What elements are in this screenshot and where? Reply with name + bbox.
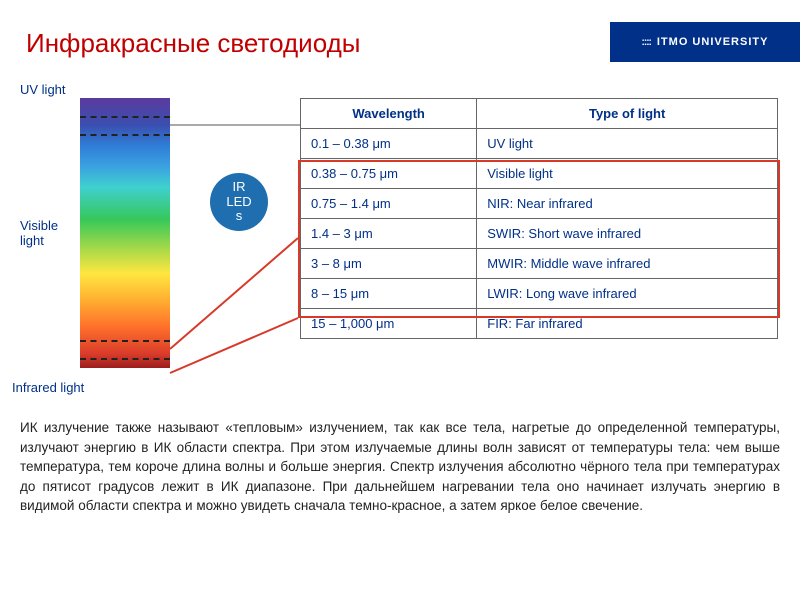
ir-led-circle: IR LED s [210, 173, 268, 231]
table-row: 0.75 – 1.4 μm NIR: Near infrared [301, 189, 778, 219]
table-header-row: Wavelength Type of light [301, 99, 778, 129]
table-row: 8 – 15 μm LWIR: Long wave infrared [301, 279, 778, 309]
wavelength-table-wrap: Wavelength Type of light 0.1 – 0.38 μm U… [300, 98, 778, 339]
ir-led-label: IR LED s [226, 180, 251, 225]
label-uv: UV light [20, 82, 66, 97]
cell-wavelength: 0.38 – 0.75 μm [301, 159, 477, 189]
spectrum-bar [80, 98, 170, 368]
col-wavelength: Wavelength [301, 99, 477, 129]
brand-text: ITMO UNIVERSITY [657, 36, 769, 48]
table-row: 0.1 – 0.38 μm UV light [301, 129, 778, 159]
label-visible: Visible light [20, 218, 75, 248]
cell-wavelength: 0.75 – 1.4 μm [301, 189, 477, 219]
cell-type: UV light [477, 129, 778, 159]
description-text: ИК излучение также называют «тепловым» и… [20, 418, 780, 516]
table-row: 1.4 – 3 μm SWIR: Short wave infrared [301, 219, 778, 249]
label-infrared: Infrared light [12, 380, 84, 395]
wavelength-table: Wavelength Type of light 0.1 – 0.38 μm U… [300, 98, 778, 339]
dash-line [80, 134, 170, 136]
cell-type: MWIR: Middle wave infrared [477, 249, 778, 279]
cell-wavelength: 1.4 – 3 μm [301, 219, 477, 249]
cell-type: Visible light [477, 159, 778, 189]
table-row: 3 – 8 μm MWIR: Middle wave infrared [301, 249, 778, 279]
cell-wavelength: 3 – 8 μm [301, 249, 477, 279]
cell-type: LWIR: Long wave infrared [477, 279, 778, 309]
cell-wavelength: 15 – 1,000 μm [301, 309, 477, 339]
dash-line [80, 358, 170, 360]
cell-type: FIR: Far infrared [477, 309, 778, 339]
dash-line [80, 340, 170, 342]
cell-wavelength: 8 – 15 μm [301, 279, 477, 309]
table-row: 0.38 – 0.75 μm Visible light [301, 159, 778, 189]
col-type: Type of light [477, 99, 778, 129]
brand-dots-icon: :::: [642, 37, 651, 48]
cell-wavelength: 0.1 – 0.38 μm [301, 129, 477, 159]
table-row: 15 – 1,000 μm FIR: Far infrared [301, 309, 778, 339]
page-title: Инфракрасные светодиоды [26, 28, 360, 59]
cell-type: SWIR: Short wave infrared [477, 219, 778, 249]
diagram-area: UV light Visible light Infrared light IR… [10, 78, 790, 408]
brand-badge: :::: ITMO UNIVERSITY [610, 22, 800, 62]
cell-type: NIR: Near infrared [477, 189, 778, 219]
dash-line [80, 116, 170, 118]
